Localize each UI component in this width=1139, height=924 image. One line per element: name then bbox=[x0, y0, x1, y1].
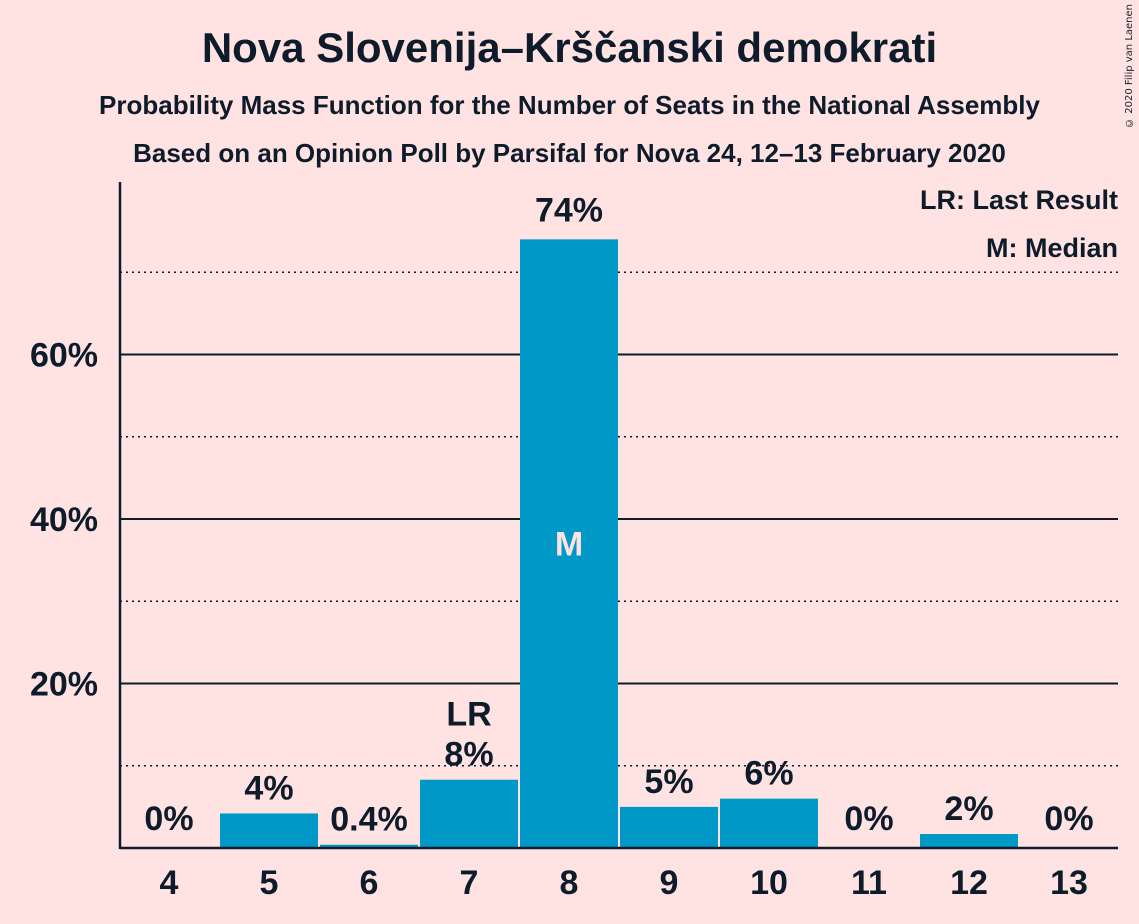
legend-median: M: Median bbox=[986, 233, 1118, 263]
value-labels: 0% 4% 0.4% 8%LR 74% M 5% 6% 0% 2% 0% bbox=[144, 191, 1093, 838]
axes bbox=[118, 182, 1118, 850]
y-tick-label: 40% bbox=[30, 501, 98, 539]
x-tick-label: 13 bbox=[1050, 864, 1088, 902]
bar-5 bbox=[220, 813, 318, 848]
chart-title: Nova Slovenija–Krščanski demokrati bbox=[201, 24, 938, 71]
x-tick-label: 10 bbox=[750, 864, 788, 902]
bar-8 bbox=[520, 239, 618, 849]
tick-labels: 20% 40% 60% 4 5 6 7 8 9 10 11 12 13 bbox=[30, 337, 1088, 903]
x-tick-label: 9 bbox=[660, 864, 679, 902]
x-tick-label: 5 bbox=[260, 864, 279, 902]
bar-12 bbox=[920, 834, 1018, 848]
last-result-marker: LR bbox=[446, 696, 491, 734]
legend-last-result: LR: Last Result bbox=[920, 185, 1118, 215]
value-label-11: 0% bbox=[844, 800, 893, 838]
value-label-12: 2% bbox=[944, 790, 993, 828]
value-label-13: 0% bbox=[1044, 800, 1093, 838]
y-tick-label: 60% bbox=[30, 337, 98, 375]
x-tick-label: 12 bbox=[950, 864, 988, 902]
x-tick-label: 11 bbox=[851, 864, 887, 902]
chart-subtitle: Probability Mass Function for the Number… bbox=[99, 90, 1040, 120]
bar-6 bbox=[320, 844, 418, 848]
value-label-6: 0.4% bbox=[330, 801, 408, 839]
x-tick-label: 7 bbox=[460, 864, 479, 902]
value-label-9: 5% bbox=[644, 763, 693, 801]
x-tick-label: 8 bbox=[560, 864, 579, 902]
value-label-4: 0% bbox=[144, 800, 193, 838]
x-tick-label: 4 bbox=[160, 864, 179, 902]
value-label-8: 74% bbox=[535, 191, 603, 229]
bars bbox=[220, 239, 1018, 849]
median-marker: M bbox=[555, 526, 583, 564]
x-tick-label: 6 bbox=[360, 864, 379, 902]
chart-subtitle-source: Based on an Opinion Poll by Parsifal for… bbox=[133, 138, 1006, 168]
value-label-10: 6% bbox=[744, 755, 793, 793]
value-label-7: 8% bbox=[444, 736, 493, 774]
bar-10 bbox=[720, 798, 818, 848]
bar-7 bbox=[420, 779, 518, 848]
y-tick-label: 20% bbox=[30, 666, 98, 704]
bar-9 bbox=[620, 806, 718, 848]
gridlines bbox=[120, 271, 1118, 767]
value-label-5: 4% bbox=[244, 769, 293, 807]
